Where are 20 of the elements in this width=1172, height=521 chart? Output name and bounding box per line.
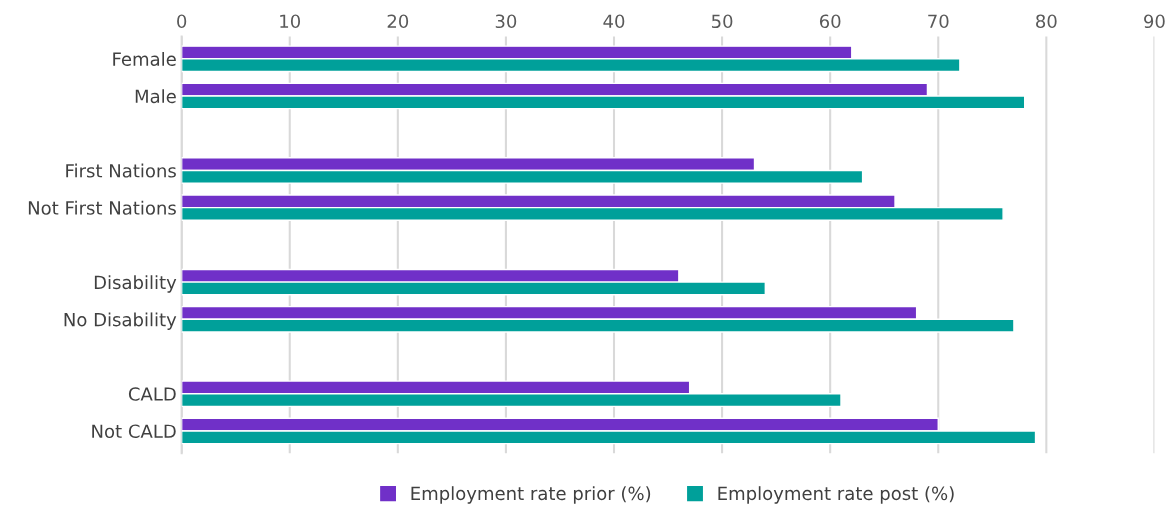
y-tick-label: Female <box>113 51 176 66</box>
y-tick-label: Not First Nations <box>28 200 176 215</box>
y-tick-label: CALD <box>128 387 176 401</box>
y-tick-label: Not CALD <box>92 424 176 439</box>
x-tick-label: 70 <box>928 14 949 29</box>
x-tick-label: 60 <box>819 14 841 29</box>
legend-label: Employment rate post (%) <box>718 486 954 504</box>
y-tick-label: First Nations <box>66 163 176 178</box>
x-tick-label: 0 <box>177 14 187 29</box>
x-tick-label: 80 <box>1036 14 1057 29</box>
y-tick-label: No Disability <box>64 312 177 330</box>
legend-label: Employment rate prior (%) <box>411 486 651 504</box>
x-tick-label: 20 <box>387 14 409 29</box>
x-tick-label: 40 <box>603 14 625 29</box>
x-tick-label: 50 <box>711 14 733 29</box>
y-tick-label: Male <box>135 89 176 104</box>
y-tick-label: Disability <box>94 275 177 293</box>
x-tick-label: 90 <box>1144 14 1165 29</box>
x-tick-label: 10 <box>280 14 301 29</box>
x-tick-label: 30 <box>495 14 517 29</box>
